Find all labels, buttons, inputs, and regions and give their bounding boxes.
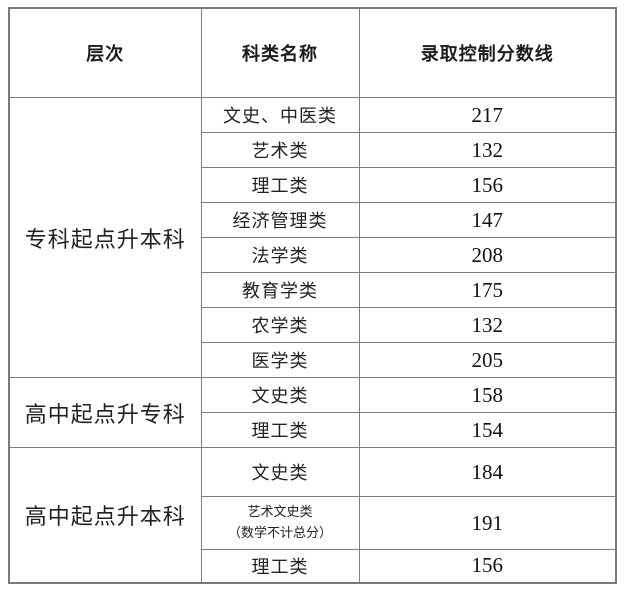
- level-cell-gaosheng-ben: 高中起点升本科: [8, 447, 202, 583]
- category-cell: 文史类: [200, 447, 360, 497]
- table-row: 艺术文史类 （数学不计总分） 191: [9, 496, 617, 550]
- score-cell: 132: [358, 132, 617, 168]
- category-cell: 文史类: [200, 377, 360, 413]
- score-cell: 132: [358, 307, 617, 343]
- category-line-note: （数学不计总分）: [227, 525, 332, 540]
- level-cell-gaosheng-zhuan: 高中起点升专科: [8, 377, 202, 448]
- category-cell: 医学类: [200, 342, 360, 378]
- table-row: 理工类 156: [9, 549, 617, 583]
- col-header-score-line: 录取控制分数线: [358, 7, 617, 98]
- table-row: 经济管理类 147: [9, 202, 617, 238]
- admission-score-table: 层次 科类名称 录取控制分数线 专科起点升本科 文史、中医类 217 艺术类 1…: [8, 7, 617, 584]
- score-cell: 205: [358, 342, 617, 378]
- category-cell: 理工类: [200, 549, 360, 583]
- category-cell: 艺术类: [200, 132, 360, 168]
- col-header-category: 科类名称: [200, 7, 360, 98]
- category-line-main: 艺术文史类: [247, 504, 313, 520]
- score-cell: 184: [358, 447, 617, 497]
- table-row: 农学类 132: [9, 307, 617, 343]
- category-cell: 农学类: [200, 307, 360, 343]
- table-row: 医学类 205: [9, 342, 617, 378]
- table-row: 专科起点升本科 文史、中医类 217: [8, 97, 617, 378]
- category-cell-two-line: 艺术文史类 （数学不计总分）: [200, 496, 360, 550]
- score-cell: 217: [358, 97, 617, 133]
- score-cell: 191: [358, 496, 617, 550]
- level-cell-zhuanshengben: 专科起点升本科: [8, 97, 202, 378]
- table-row: 理工类 154: [9, 412, 617, 448]
- score-cell: 175: [358, 272, 617, 308]
- table-row: 高中起点升专科 文史类 158: [8, 377, 617, 448]
- table-row: 艺术类 132: [9, 132, 617, 168]
- score-cell: 208: [358, 237, 617, 273]
- table-row: 理工类 156: [9, 167, 617, 203]
- score-cell: 147: [358, 202, 617, 238]
- category-cell: 理工类: [200, 167, 360, 203]
- table-header-row: 层次 科类名称 录取控制分数线: [8, 7, 617, 98]
- category-cell: 理工类: [200, 412, 360, 448]
- category-cell: 文史、中医类: [200, 97, 360, 133]
- category-cell: 教育学类: [200, 272, 360, 308]
- score-cell: 154: [358, 412, 617, 448]
- score-cell: 156: [358, 167, 617, 203]
- col-header-level: 层次: [8, 7, 202, 98]
- score-cell: 158: [358, 377, 617, 413]
- category-cell: 法学类: [200, 237, 360, 273]
- table-row: 高中起点升本科 文史类 184: [8, 447, 617, 583]
- category-cell: 经济管理类: [200, 202, 360, 238]
- score-cell: 156: [358, 549, 617, 583]
